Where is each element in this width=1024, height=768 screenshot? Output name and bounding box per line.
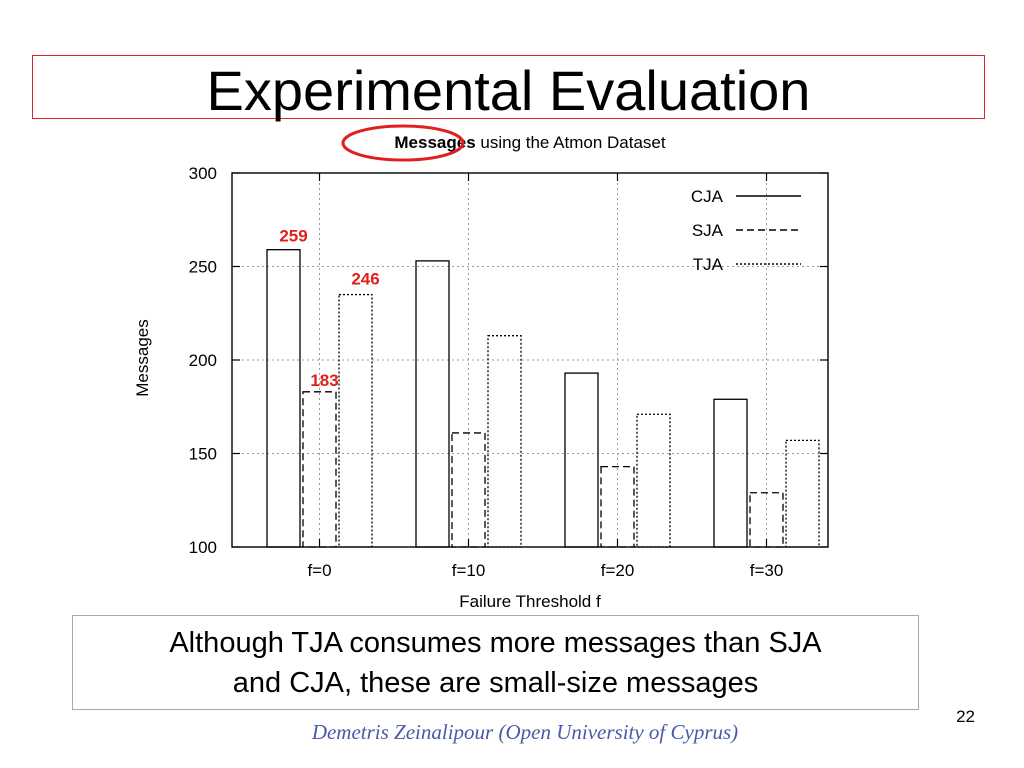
x-tick-label: f=10 bbox=[452, 561, 486, 580]
bar-sja bbox=[451, 432, 486, 548]
legend-label-sja: SJA bbox=[692, 221, 724, 240]
slide-title: Experimental Evaluation bbox=[206, 59, 811, 122]
slide-title-box: Experimental Evaluation bbox=[32, 55, 985, 119]
annotation-label: 246 bbox=[351, 270, 379, 289]
page-number: 22 bbox=[956, 707, 975, 726]
bar-cja bbox=[564, 372, 599, 548]
y-tick-label: 150 bbox=[189, 445, 217, 464]
caption-box: Although TJA consumes more messages than… bbox=[72, 615, 919, 710]
legend-label-cja: CJA bbox=[691, 187, 724, 206]
chart-title: Messages using the Atmon Dataset bbox=[394, 133, 666, 152]
y-tick-label: 200 bbox=[189, 351, 217, 370]
y-axis-label: Messages bbox=[133, 319, 152, 396]
annotation-label: 259 bbox=[279, 227, 307, 246]
bar-tja bbox=[636, 413, 671, 548]
caption-line-2: and CJA, these are small-size messages bbox=[232, 666, 759, 699]
x-tick-label: f=0 bbox=[307, 561, 331, 580]
bar-tja bbox=[338, 293, 373, 548]
y-tick-label: 100 bbox=[189, 538, 217, 557]
caption-line-1: Although TJA consumes more messages than… bbox=[169, 626, 822, 659]
x-tick-label: f=20 bbox=[601, 561, 635, 580]
bar-sja bbox=[600, 465, 635, 548]
y-tick-label: 300 bbox=[189, 164, 217, 183]
bar-cja bbox=[713, 398, 748, 548]
bar-cja bbox=[266, 249, 301, 548]
legend-label-tja: TJA bbox=[693, 255, 724, 274]
bar-tja bbox=[487, 335, 522, 548]
chart-title-rest: using the Atmon Dataset bbox=[476, 133, 666, 152]
footer-text: Demetris Zeinalipour (Open University of… bbox=[311, 720, 739, 744]
x-tick-label: f=30 bbox=[750, 561, 784, 580]
bar-cja bbox=[415, 260, 450, 548]
x-axis-label: Failure Threshold f bbox=[459, 592, 601, 611]
chart-title-highlight: Messages bbox=[394, 133, 475, 152]
title-highlight-ellipse bbox=[341, 124, 465, 162]
y-tick-label: 250 bbox=[189, 258, 217, 277]
caption-text: Although TJA consumes more messages than… bbox=[169, 623, 821, 703]
bar-tja bbox=[785, 439, 820, 548]
annotation-label: 183 bbox=[310, 371, 338, 390]
